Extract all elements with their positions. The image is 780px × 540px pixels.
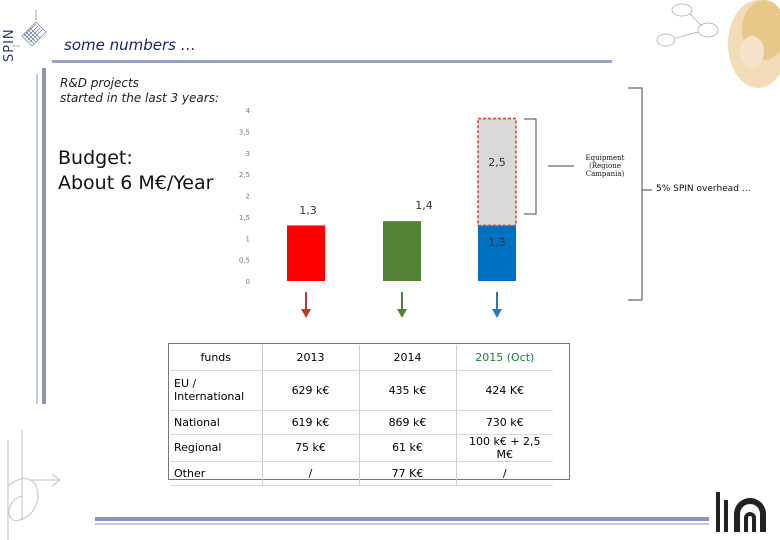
- spin-logo-text: SPIN: [2, 28, 17, 62]
- cnr-logo: [716, 488, 776, 534]
- y-tick-label: 0,5: [239, 257, 250, 265]
- overhead-bracket: [628, 87, 643, 301]
- left-frame-rule: [42, 68, 46, 404]
- header-cell-funds: funds: [170, 345, 262, 371]
- subtitle-line-1: R&D projects: [60, 76, 139, 90]
- left-frame-rule-thin: [36, 74, 38, 404]
- table-cell: 869 k€: [358, 410, 456, 435]
- budget-line-2: About 6 M€/Year: [58, 172, 214, 194]
- data-label: 2,5: [488, 156, 506, 169]
- table-cell: 619 k€: [261, 410, 359, 435]
- table-cell: 629 k€: [261, 370, 359, 411]
- down-arrow-head: [301, 309, 311, 318]
- equipment-bracket: [524, 118, 537, 215]
- equipment-annotation: Equipment (Regione Campania): [578, 154, 632, 178]
- table-cell: 435 k€: [358, 370, 456, 411]
- down-arrow-head: [397, 309, 407, 318]
- equipment-annotation-line-2: (Regione: [589, 162, 621, 170]
- subtitle: R&D projects started in the last 3 years…: [60, 76, 219, 106]
- data-label: 1,4: [415, 199, 433, 212]
- table-row: National 619 k€ 869 k€ 730 k€: [170, 410, 553, 435]
- row-label-other: Other: [170, 461, 262, 486]
- bar-2015: [478, 225, 516, 281]
- subtitle-line-2: started in the last 3 years:: [60, 91, 219, 105]
- table-cell: /: [261, 461, 359, 486]
- header-photo: [640, 0, 780, 90]
- slide-title: some numbers …: [64, 36, 196, 54]
- y-tick-label: 0: [246, 278, 250, 286]
- decorative-curve: [0, 400, 70, 540]
- table-header-row: funds 2013 2014 2015 (Oct): [170, 345, 553, 371]
- down-arrow-head: [492, 309, 502, 318]
- data-label: 1,3: [299, 204, 317, 217]
- table-cell: 730 k€: [455, 410, 553, 435]
- title-underline: [52, 60, 612, 63]
- bar-2013: [287, 225, 325, 281]
- y-tick-label: 1: [246, 235, 250, 243]
- table-row: EU / International 629 k€ 435 k€ 424 K€: [170, 370, 553, 411]
- bottom-frame-rule: [95, 517, 709, 521]
- y-tick-label: 3: [246, 150, 250, 158]
- y-tick-label: 3,5: [239, 128, 250, 136]
- overhead-annotation: 5% SPIN overhead …: [656, 184, 751, 194]
- budget-text: Budget: About 6 M€/Year: [58, 146, 213, 196]
- table-cell: 100 k€ + 2,5 M€: [455, 434, 553, 462]
- y-tick-label: 4: [246, 107, 251, 115]
- bar-equipment-2015: [477, 117, 517, 227]
- row-label-regional: Regional: [170, 434, 262, 462]
- y-tick-label: 2: [246, 193, 250, 201]
- table-cell: 77 K€: [358, 461, 456, 486]
- table-row: Other / 77 K€ /: [170, 461, 553, 486]
- table-cell: 424 K€: [455, 370, 553, 411]
- table-cell: /: [455, 461, 553, 486]
- table-cell: 61 k€: [358, 434, 456, 462]
- equipment-annotation-line-3: Campania): [585, 170, 625, 178]
- bar-2014: [383, 221, 421, 281]
- funds-table: funds 2013 2014 2015 (Oct) EU / Internat…: [170, 345, 553, 486]
- header-cell-2013: 2013: [261, 345, 359, 371]
- header-cell-2014: 2014: [358, 345, 456, 371]
- row-label-eu: EU / International: [170, 370, 262, 411]
- bottom-frame-rule-thin: [95, 523, 709, 525]
- y-tick-label: 1,5: [239, 214, 250, 222]
- y-tick-label: 2,5: [239, 171, 250, 179]
- budget-line-1: Budget:: [58, 147, 133, 169]
- equipment-annotation-line-1: Equipment: [585, 154, 625, 162]
- row-label-national: National: [170, 410, 262, 435]
- spin-logo: [6, 6, 48, 64]
- header-cell-2015: 2015 (Oct): [455, 345, 553, 371]
- table-row: Regional 75 k€ 61 k€ 100 k€ + 2,5 M€: [170, 434, 553, 462]
- table-cell: 75 k€: [261, 434, 359, 462]
- data-label: 1,3: [488, 236, 506, 249]
